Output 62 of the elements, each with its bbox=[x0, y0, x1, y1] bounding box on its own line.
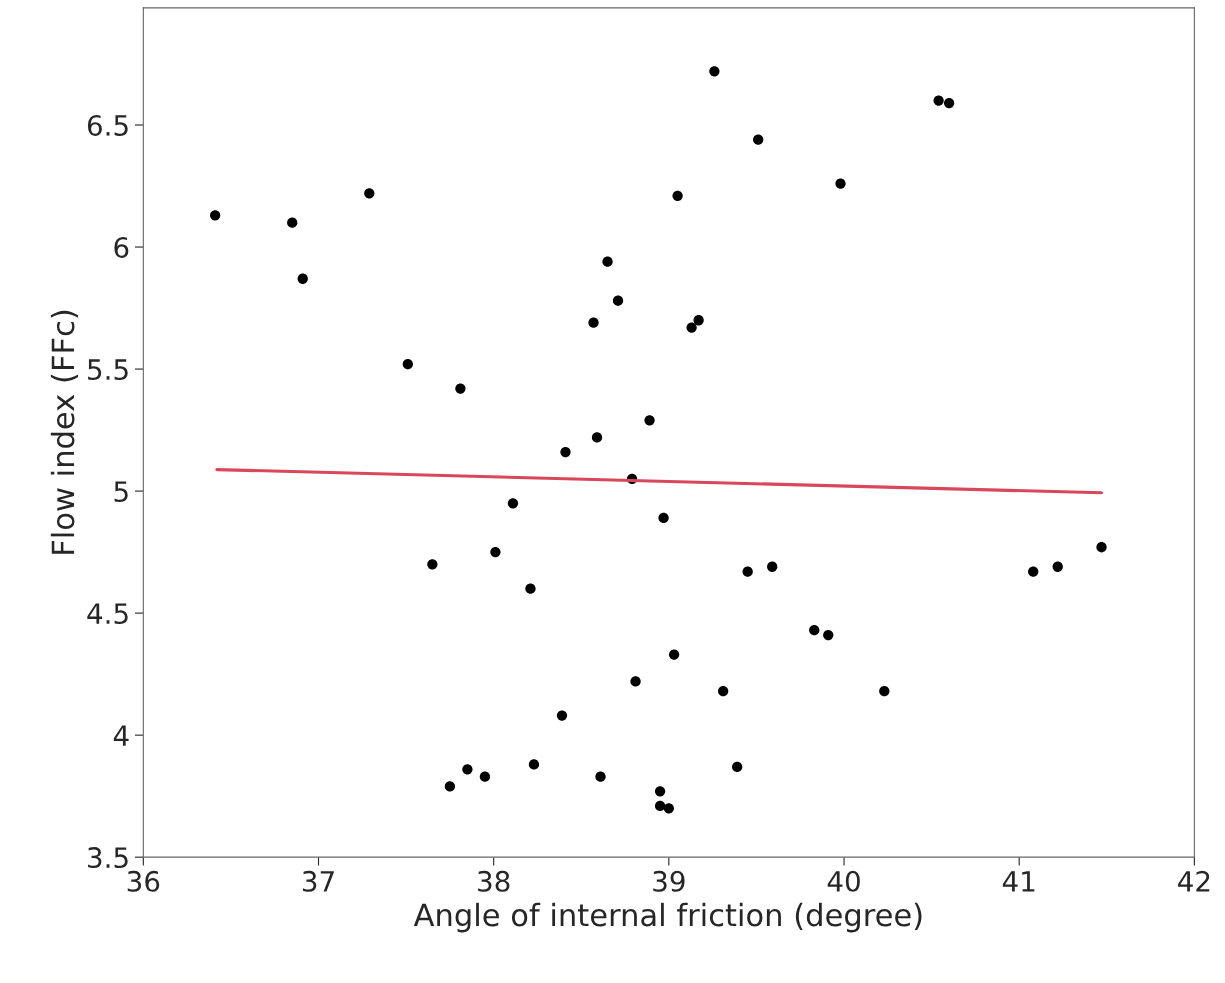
y-tick-label: 3.5 bbox=[88, 847, 128, 869]
point bbox=[479, 771, 491, 782]
point bbox=[612, 295, 624, 306]
point bbox=[663, 803, 674, 814]
x-tick-label: 39 bbox=[653, 870, 685, 892]
point bbox=[556, 710, 568, 721]
point bbox=[933, 95, 944, 106]
point bbox=[507, 498, 519, 509]
point bbox=[823, 629, 834, 641]
point bbox=[767, 561, 778, 572]
x-tick-label: 40 bbox=[827, 870, 860, 892]
point bbox=[742, 566, 753, 577]
point bbox=[588, 317, 599, 328]
y-axis-title: Flow index (FFc) bbox=[50, 310, 79, 554]
point bbox=[943, 97, 955, 109]
point bbox=[1052, 561, 1063, 572]
x-tick-label: 36 bbox=[127, 870, 160, 892]
point bbox=[287, 217, 298, 228]
x-tick-label: 41 bbox=[1002, 871, 1035, 892]
point bbox=[210, 210, 221, 221]
point bbox=[560, 446, 571, 458]
y-tick-label: 4.5 bbox=[87, 603, 128, 625]
point bbox=[402, 359, 413, 370]
point bbox=[602, 256, 613, 267]
point bbox=[658, 512, 669, 524]
point bbox=[809, 625, 820, 636]
point bbox=[591, 432, 603, 443]
y-tick-label: 5.5 bbox=[88, 359, 128, 381]
x-tick-label: 38 bbox=[478, 870, 510, 892]
point bbox=[595, 771, 606, 782]
point bbox=[490, 546, 501, 558]
x-tick-label: 37 bbox=[302, 870, 334, 892]
point bbox=[528, 759, 540, 770]
point bbox=[455, 383, 466, 394]
point bbox=[525, 583, 536, 594]
y-tick-label: 6 bbox=[114, 236, 129, 258]
point bbox=[427, 559, 438, 570]
point bbox=[1028, 566, 1039, 577]
point bbox=[693, 315, 704, 326]
point bbox=[297, 273, 308, 284]
point bbox=[879, 686, 890, 697]
point bbox=[753, 134, 764, 145]
point bbox=[630, 676, 641, 687]
point bbox=[732, 761, 743, 773]
point bbox=[644, 415, 655, 426]
y-tick-label: 5 bbox=[114, 481, 128, 503]
point bbox=[668, 649, 680, 660]
x-axis-title: Angle of internal friction (degree) bbox=[413, 902, 922, 933]
point bbox=[672, 190, 683, 201]
y-tick-label: 6.5 bbox=[87, 114, 128, 136]
point bbox=[444, 781, 456, 792]
point bbox=[654, 786, 666, 797]
point bbox=[364, 188, 375, 199]
point bbox=[686, 322, 697, 333]
point bbox=[1096, 542, 1107, 553]
point bbox=[709, 66, 720, 77]
point bbox=[835, 178, 846, 189]
x-tick-label: 42 bbox=[1178, 870, 1210, 892]
point bbox=[462, 764, 473, 775]
y-tick-label: 4 bbox=[113, 725, 129, 746]
point bbox=[654, 800, 666, 812]
point bbox=[718, 686, 729, 697]
